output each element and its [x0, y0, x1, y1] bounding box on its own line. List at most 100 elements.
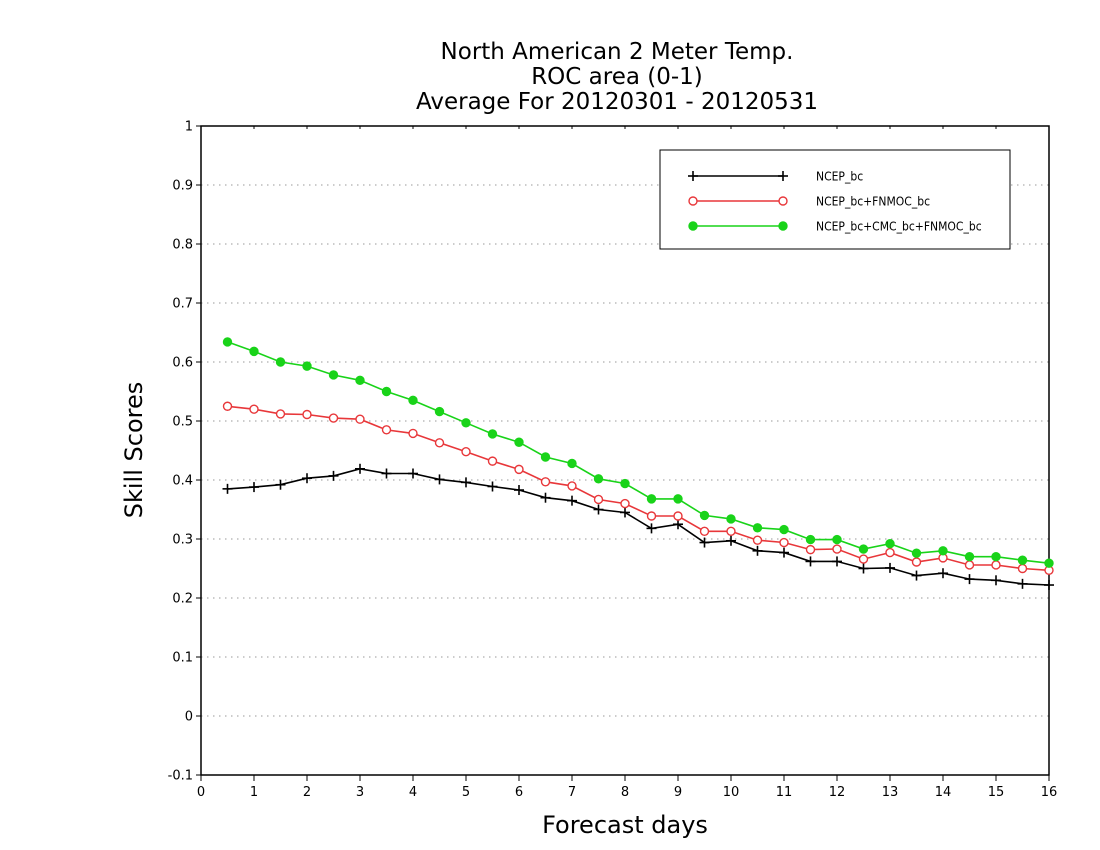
data-point: [673, 511, 683, 521]
data-point: [1017, 555, 1028, 565]
data-point: [249, 482, 259, 493]
x-tick-label: 2: [303, 785, 311, 800]
data-point: [328, 370, 339, 380]
data-point: [540, 452, 551, 462]
data-point: [673, 494, 683, 504]
x-tick-label: 9: [674, 785, 682, 800]
x-tick-label: 5: [462, 785, 470, 800]
data-point: [752, 545, 763, 556]
data-point: [646, 523, 657, 534]
y-tick-label: 0.5: [172, 415, 193, 430]
y-tick-label: 0.4: [172, 474, 193, 489]
x-tick-label: 0: [197, 785, 205, 800]
x-tick-label: 1: [250, 785, 258, 800]
data-point: [593, 474, 604, 484]
legend-marker: [778, 171, 788, 181]
data-point: [487, 481, 498, 492]
data-point: [514, 464, 524, 475]
legend-item-2: NCEP_bc+CMC_bc+FNMOC_bc: [688, 220, 982, 234]
data-point: [805, 556, 816, 567]
plot-frame: [200, 125, 1050, 776]
data-point: [461, 418, 471, 428]
data-point: [381, 386, 392, 397]
data-point: [699, 526, 710, 537]
data-point: [673, 519, 683, 530]
data-point: [991, 575, 1001, 586]
data-point: [885, 547, 895, 558]
legend-label: NCEP_bc+FNMOC_bc: [816, 195, 930, 209]
series-0: [222, 463, 1054, 591]
data-point: [222, 337, 233, 347]
data-point: [911, 548, 922, 558]
data-point: [355, 463, 365, 474]
data-point: [540, 492, 551, 503]
legend-marker: [688, 171, 698, 181]
grid-lines: [201, 184, 1049, 717]
x-tick-label: 11: [776, 785, 793, 800]
y-tick-label: 1: [185, 120, 193, 135]
data-point: [1044, 580, 1054, 591]
data-point: [408, 395, 418, 406]
data-point: [726, 514, 736, 524]
data-point: [434, 438, 445, 448]
data-point: [302, 409, 312, 420]
legend-box: [659, 149, 1011, 250]
x-tick-label: 13: [882, 785, 899, 800]
data-point: [938, 568, 948, 579]
legend-item-1: NCEP_bc+FNMOC_bc: [688, 195, 930, 209]
data-point: [620, 507, 630, 518]
data-point: [1017, 578, 1028, 589]
legend: NCEP_bc NCEP_bc+FNMOC_bc NCEP_bc+CMC_bc+FN…: [659, 149, 1011, 250]
y-tick-label: 0: [185, 710, 193, 725]
data-point: [328, 413, 339, 423]
data-point: [461, 446, 471, 457]
data-point: [434, 474, 445, 485]
data-point: [726, 535, 736, 546]
data-point: [752, 523, 763, 533]
chart-title-line-2: ROC area (0-1): [531, 64, 703, 90]
y-tick-label: 0.6: [172, 356, 193, 371]
data-point: [408, 468, 418, 479]
data-point: [355, 414, 365, 424]
x-tick-label: 14: [935, 785, 952, 800]
data-point: [302, 361, 312, 371]
data-point: [249, 346, 259, 357]
data-point: [779, 547, 789, 558]
data-point: [726, 526, 736, 537]
data-point: [964, 560, 975, 570]
y-tick-label: 0.9: [172, 179, 193, 194]
series-line: [227, 341, 1050, 564]
y-tick-label: 0.1: [172, 651, 193, 666]
data-point: [249, 404, 259, 414]
data-point: [593, 494, 604, 505]
x-tick-label: 16: [1041, 785, 1058, 800]
x-tick-label: 12: [829, 785, 846, 800]
data-point: [805, 544, 816, 555]
x-tick-label: 3: [356, 785, 364, 800]
data-point: [699, 510, 710, 521]
y-tick-label: 0.7: [172, 297, 193, 312]
data-point: [275, 357, 286, 367]
data-point: [805, 534, 816, 545]
legend-label: NCEP_bc+CMC_bc+FNMOC_bc: [816, 220, 982, 234]
data-point: [832, 534, 842, 545]
legend-marker: [778, 221, 788, 231]
series-layer: [222, 337, 1054, 591]
data-point: [964, 552, 975, 562]
series-1: [222, 401, 1054, 575]
legend-item-0: NCEP_bc: [688, 170, 863, 184]
data-point: [938, 546, 948, 556]
data-point: [381, 468, 392, 479]
data-point: [328, 470, 339, 481]
data-point: [222, 401, 233, 411]
series-line: [227, 467, 1050, 586]
data-point: [620, 498, 630, 509]
x-tick-label: 15: [988, 785, 1005, 800]
data-point: [514, 437, 524, 447]
data-point: [408, 428, 418, 439]
data-point: [991, 552, 1001, 562]
series-2: [222, 337, 1054, 568]
data-point: [461, 477, 471, 488]
data-point: [885, 539, 895, 549]
chart-title-line-3: Average For 20120301 - 20120531: [416, 89, 818, 115]
